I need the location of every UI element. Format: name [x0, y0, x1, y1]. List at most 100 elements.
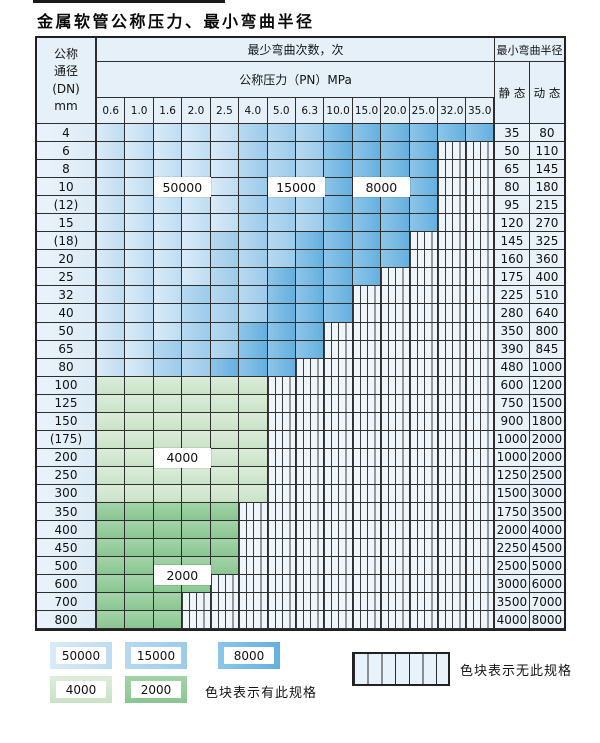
- spec-cell: [267, 232, 296, 251]
- table-row: 600 3000 6000: [37, 575, 564, 594]
- cycle-count-label-8000: 8000: [352, 177, 410, 198]
- no-spec-cell: [466, 376, 495, 395]
- no-spec-cell: [381, 521, 410, 540]
- spec-cell: [153, 521, 183, 540]
- spec-cell: [210, 178, 240, 197]
- spec-cell: [153, 502, 183, 522]
- spec-cell: [153, 304, 183, 323]
- spec-cell: [182, 232, 211, 251]
- spec-cell: [210, 358, 240, 377]
- spec-cell: [97, 430, 126, 449]
- dynamic-radius-cell: 80: [529, 124, 564, 143]
- spec-cell: [182, 502, 211, 522]
- spec-cell: [352, 250, 382, 269]
- no-spec-cell: [466, 521, 495, 540]
- dn-cell: 8: [37, 160, 97, 179]
- spec-cell: [210, 430, 240, 449]
- no-spec-cell: [324, 611, 353, 630]
- no-spec-cell: [466, 484, 495, 503]
- spec-cell: [125, 430, 154, 449]
- dn-cell: 150: [37, 412, 97, 431]
- dn-cell: 40: [37, 304, 97, 323]
- dynamic-radius-cell: 2000: [529, 430, 564, 449]
- spec-cell: [267, 250, 296, 269]
- dn-cell: 250: [37, 466, 97, 485]
- spec-cell: [409, 178, 439, 197]
- no-spec-cell: [352, 430, 382, 449]
- dn-cell: 500: [37, 557, 97, 576]
- no-spec-cell: [239, 575, 268, 594]
- no-spec-cell: [466, 466, 495, 485]
- dn-cell: 6: [37, 142, 97, 161]
- spec-cell: [182, 340, 211, 359]
- no-spec-cell: [381, 448, 410, 467]
- table-row: 20 160 360: [37, 250, 564, 269]
- static-radius-cell: 1750: [494, 502, 530, 522]
- no-spec-cell: [409, 502, 439, 522]
- spec-cell: [381, 250, 410, 269]
- dn-cell: 50: [37, 322, 97, 341]
- no-spec-cell: [466, 286, 495, 305]
- table-row: (18) 145 325: [37, 232, 564, 251]
- spec-cell: [267, 214, 296, 233]
- spec-cell: [182, 250, 211, 269]
- no-spec-cell: [466, 160, 495, 179]
- static-radius-cell: 2500: [494, 557, 530, 576]
- no-spec-cell: [409, 394, 439, 413]
- no-spec-cell: [381, 412, 410, 431]
- no-spec-cell: [324, 575, 353, 594]
- no-spec-cell: [267, 430, 296, 449]
- no-spec-cell: [267, 466, 296, 485]
- dynamic-radius-cell: 1800: [529, 412, 564, 431]
- static-radius-cell: 1000: [494, 430, 530, 449]
- table-row: 6 50 110: [37, 142, 564, 161]
- dynamic-radius-cell: 215: [529, 196, 564, 215]
- spec-cell: [352, 196, 382, 215]
- table-row: 700 3500 7000: [37, 593, 564, 612]
- no-spec-cell: [466, 304, 495, 323]
- no-spec-cell: [352, 593, 382, 612]
- spec-cell: [295, 286, 325, 305]
- no-spec-cell: [409, 304, 439, 323]
- spec-cell: [210, 484, 240, 503]
- no-spec-cell: [381, 268, 410, 287]
- no-spec-cell: [438, 142, 467, 161]
- table-row: 4 35 80: [37, 124, 564, 143]
- table-row: 8 65 145: [37, 160, 564, 179]
- no-spec-cell: [438, 232, 467, 251]
- spec-cell: [239, 286, 268, 305]
- spec-cell: [210, 322, 240, 341]
- dynamic-radius-cell: 510: [529, 286, 564, 305]
- legend-swatch-label: 2000: [131, 681, 181, 698]
- spec-cell: [125, 448, 154, 467]
- spec-cell: [97, 178, 126, 197]
- spec-cell: [182, 484, 211, 503]
- spec-cell: [125, 394, 154, 413]
- spec-cell: [210, 394, 240, 413]
- pressure-value-cell: 1.0: [125, 98, 154, 124]
- no-spec-cell: [324, 430, 353, 449]
- spec-cell: [182, 304, 211, 323]
- no-spec-cell: [210, 611, 240, 630]
- no-spec-cell: [352, 521, 382, 540]
- spec-cell: [125, 178, 154, 197]
- no-spec-cell: [438, 593, 467, 612]
- table-row: 25 175 400: [37, 268, 564, 287]
- dynamic-radius-cell: 325: [529, 232, 564, 251]
- spec-cell: [381, 196, 410, 215]
- pressure-value-cell: 15.0: [352, 98, 382, 124]
- pressure-value-cell: 1.6: [153, 98, 183, 124]
- no-spec-cell: [324, 502, 353, 522]
- dynamic-column-header: 动 态: [530, 62, 564, 124]
- table-row: 200 1000 2000: [37, 448, 564, 467]
- dn-cell: 65: [37, 340, 97, 359]
- no-spec-cell: [267, 557, 296, 576]
- no-spec-cell: [438, 340, 467, 359]
- no-spec-cell: [324, 521, 353, 540]
- spec-cell: [97, 304, 126, 323]
- pressure-value-cell: 0.6: [97, 98, 126, 124]
- dn-cell: (175): [37, 430, 97, 449]
- spec-cell: [352, 268, 382, 287]
- table-row: 100 600 1200: [37, 376, 564, 395]
- spec-cell: [295, 250, 325, 269]
